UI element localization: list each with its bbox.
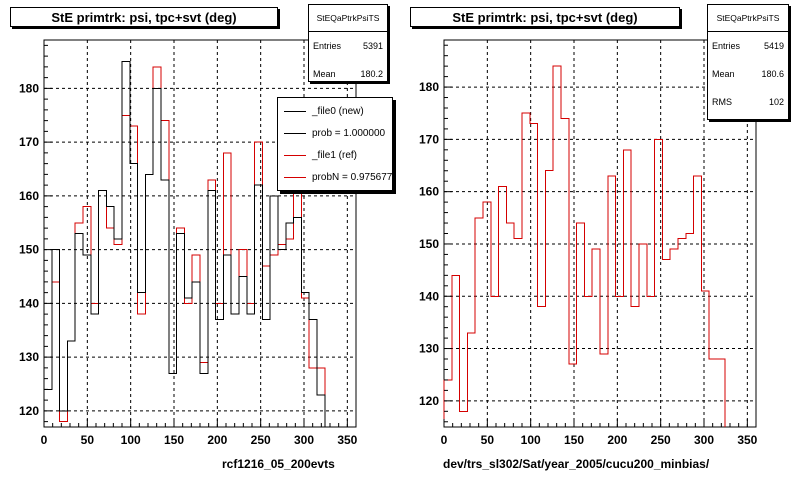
left-x-tick-label: 200 xyxy=(207,433,227,447)
right-stats-box: StEQaPtrkPsiTS Entries 5419 Mean 180.6 R… xyxy=(707,4,789,120)
left-x-tick-label: 350 xyxy=(337,433,357,447)
left-stats-mean-value: 180.2 xyxy=(360,69,383,79)
legend-line-prob xyxy=(284,132,306,134)
left-y-tick-label: 160 xyxy=(19,189,39,203)
legend-line-file1 xyxy=(284,154,306,156)
right-x-tick-label: 250 xyxy=(651,433,671,447)
right-plot-title: StE primtrk: psi, tpc+svt (deg) xyxy=(410,7,680,27)
legend-entry-prob: prob = 1.000000 xyxy=(278,122,392,144)
legend-label-file0: _file0 (new) xyxy=(312,105,364,117)
right-y-tick-label: 180 xyxy=(419,80,439,94)
right-x-tick-label: 50 xyxy=(481,433,495,447)
legend-entry-file1: _file1 (ref) xyxy=(278,144,392,166)
left-x-tick-label: 250 xyxy=(251,433,271,447)
right-y-tick-label: 140 xyxy=(419,289,439,303)
right-stats-entries-label: Entries xyxy=(712,41,741,51)
right-stats-name: StEQaPtrkPsiTS xyxy=(708,5,788,32)
left-stats-entries-label: Entries xyxy=(313,41,342,51)
left-legend: _file0 (new) prob = 1.000000 _file1 (ref… xyxy=(277,97,393,191)
left-y-tick-label: 120 xyxy=(19,404,39,418)
right-y-tick-label: 170 xyxy=(419,132,439,146)
right-stats-entries-value: 5419 xyxy=(763,41,784,51)
right-y-tick-label: 130 xyxy=(419,342,439,356)
legend-entry-file0: _file0 (new) xyxy=(278,100,392,122)
right-histogram: 0 50 100 150 200 250 300 350 120 130 140 150 160 170 1… xyxy=(419,39,758,447)
right-stats-mean-label: Mean xyxy=(712,69,735,79)
legend-line-probn xyxy=(284,176,306,178)
left-x-tick-label: 100 xyxy=(121,433,141,447)
right-x-tick-label: 300 xyxy=(694,433,714,447)
right-series-reference xyxy=(443,65,726,427)
right-y-tick-label: 150 xyxy=(419,237,439,251)
left-plot-title: StE primtrk: psi, tpc+svt (deg) xyxy=(10,7,278,27)
left-stats-entries-value: 5391 xyxy=(362,41,383,51)
right-x-tick-label: 150 xyxy=(564,433,584,447)
right-x-axis-label: dev/trs_sl302/Sat/year_2005/cucu200_minb… xyxy=(443,457,710,471)
left-stats-name: StEQaPtrkPsiTS xyxy=(309,5,387,32)
right-pad: 0 50 100 150 200 250 300 350 120 130 140 150 160 170 1… xyxy=(400,0,800,480)
left-stats-box: StEQaPtrkPsiTS Entries 5391 Mean 180.2 xyxy=(308,4,388,82)
left-y-tick-label: 180 xyxy=(19,81,39,95)
left-series--file0-new- xyxy=(43,61,326,427)
left-x-tick-label: 150 xyxy=(164,433,184,447)
left-x-tick-label: 50 xyxy=(81,433,95,447)
right-y-tick-label: 160 xyxy=(419,185,439,199)
legend-entry-probn: probN = 0.975677 xyxy=(278,166,392,188)
legend-label-prob: prob = 1.000000 xyxy=(312,127,386,139)
left-stats-mean-row: Mean 180.2 xyxy=(309,60,387,88)
legend-line-file0 xyxy=(284,110,306,112)
right-stats-mean-value: 180.6 xyxy=(761,69,784,79)
left-x-tick-label: 0 xyxy=(41,433,48,447)
right-stats-entries-row: Entries 5419 xyxy=(708,32,788,60)
left-stats-mean-label: Mean xyxy=(313,69,336,79)
left-y-tick-label: 140 xyxy=(19,296,39,310)
right-x-tick-label: 200 xyxy=(607,433,627,447)
left-series--file1-ref- xyxy=(43,66,326,427)
right-x-tick-label: 0 xyxy=(441,433,448,447)
right-y-tick-label: 120 xyxy=(419,394,439,408)
left-y-tick-label: 150 xyxy=(19,243,39,257)
left-x-tick-label: 300 xyxy=(294,433,314,447)
right-stats-rms-row: RMS 102 xyxy=(708,88,788,116)
right-stats-mean-row: Mean 180.6 xyxy=(708,60,788,88)
left-pad: 0 50 100 150 200 250 300 350 120 130 140 150 160 170 1… xyxy=(10,4,393,471)
right-stats-rms-label: RMS xyxy=(712,97,732,107)
right-stats-rms-value: 102 xyxy=(768,97,784,107)
left-stats-entries-row: Entries 5391 xyxy=(309,32,387,60)
left-x-axis-label: rcf1216_05_200evts xyxy=(222,457,335,471)
right-x-tick-label: 100 xyxy=(521,433,541,447)
legend-label-file1: _file1 (ref) xyxy=(312,149,358,161)
legend-label-probn: probN = 0.975677 xyxy=(312,171,393,183)
left-y-tick-label: 130 xyxy=(19,350,39,364)
right-x-tick-label: 350 xyxy=(737,433,757,447)
left-y-tick-label: 170 xyxy=(19,135,39,149)
